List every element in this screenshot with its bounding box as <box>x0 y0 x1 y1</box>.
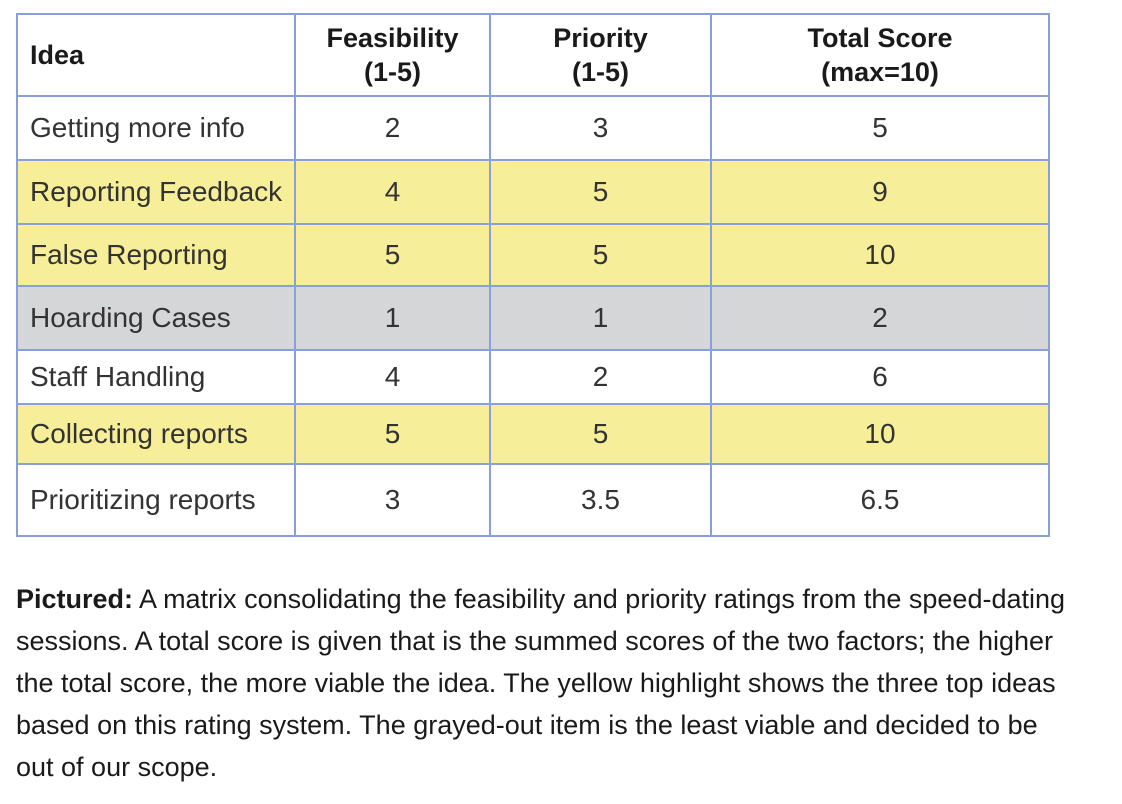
total-score-cell: 10 <box>710 403 1050 465</box>
caption-lead: Pictured: <box>16 584 134 614</box>
feasibility-cell: 3 <box>294 463 491 537</box>
feasibility-cell: 2 <box>294 95 491 161</box>
feasibility-cell: 5 <box>294 223 491 287</box>
priority-cell: 5 <box>489 403 712 465</box>
table-row: Hoarding Cases 1 1 2 <box>16 285 1050 351</box>
table-row: Prioritizing reports 3 3.5 6.5 <box>16 463 1050 537</box>
priority-cell: 3 <box>489 95 712 161</box>
header-total-score: Total Score (max=10) <box>710 13 1050 97</box>
total-score-cell: 9 <box>710 159 1050 225</box>
total-score-cell: 6.5 <box>710 463 1050 537</box>
total-score-cell: 2 <box>710 285 1050 351</box>
priority-cell: 2 <box>489 349 712 405</box>
priority-cell: 1 <box>489 285 712 351</box>
idea-cell: Staff Handling <box>16 349 296 405</box>
table-row: Collecting reports 5 5 10 <box>16 403 1050 465</box>
table-row: Getting more info 2 3 5 <box>16 95 1050 161</box>
caption-text: A matrix consolidating the feasibility a… <box>16 584 1066 782</box>
total-score-cell: 10 <box>710 223 1050 287</box>
priority-cell: 3.5 <box>489 463 712 537</box>
total-score-cell: 5 <box>710 95 1050 161</box>
header-priority: Priority (1-5) <box>489 13 712 97</box>
idea-cell: Getting more info <box>16 95 296 161</box>
priority-cell: 5 <box>489 223 712 287</box>
header-row: Idea Feasibility (1-5) Priority (1-5) To… <box>16 13 1050 97</box>
header-feasibility: Feasibility (1-5) <box>294 13 491 97</box>
table-row: Reporting Feedback 4 5 9 <box>16 159 1050 225</box>
idea-cell: Prioritizing reports <box>16 463 296 537</box>
idea-cell: Reporting Feedback <box>16 159 296 225</box>
table-row: False Reporting 5 5 10 <box>16 223 1050 287</box>
idea-cell: Hoarding Cases <box>16 285 296 351</box>
table-row: Staff Handling 4 2 6 <box>16 349 1050 405</box>
ratings-matrix: Idea Feasibility (1-5) Priority (1-5) To… <box>16 13 1050 537</box>
feasibility-cell: 5 <box>294 403 491 465</box>
figure-caption: Pictured: A matrix consolidating the fea… <box>16 578 1076 788</box>
total-score-cell: 6 <box>710 349 1050 405</box>
priority-cell: 5 <box>489 159 712 225</box>
feasibility-cell: 4 <box>294 349 491 405</box>
idea-cell: False Reporting <box>16 223 296 287</box>
idea-cell: Collecting reports <box>16 403 296 465</box>
feasibility-cell: 1 <box>294 285 491 351</box>
header-idea: Idea <box>16 13 296 97</box>
feasibility-cell: 4 <box>294 159 491 225</box>
